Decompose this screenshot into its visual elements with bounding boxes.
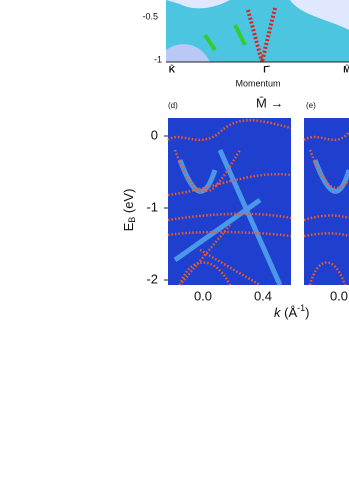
calc-band [308, 149, 349, 189]
calc-band [167, 212, 292, 222]
calc-band [167, 230, 292, 238]
calc-band [167, 172, 292, 197]
y-title-sub: B [127, 217, 137, 223]
calc-band [179, 224, 261, 287]
blob [166, 44, 210, 62]
intensity [312, 159, 349, 194]
x-title-main: k [274, 305, 282, 320]
spectrum [168, 118, 291, 285]
y-tick-label: -1 [154, 54, 162, 64]
x-tick-label: 0.0 [194, 288, 212, 303]
x-label: Γ̄ [263, 64, 270, 74]
x-label: M̄ [343, 64, 349, 74]
y-tick-label: -1 [146, 199, 158, 214]
x-title: Momentum [235, 78, 280, 88]
spectrum [304, 118, 349, 285]
y-title: EB (eV) [121, 189, 137, 232]
intensity [173, 148, 283, 287]
x-title-sup: -1 [297, 303, 305, 313]
calc-band [303, 131, 349, 142]
x-tick-label: 0.4 [254, 288, 272, 303]
direction-label: M̄ → [256, 95, 283, 110]
panel-label: (d) [168, 101, 178, 110]
panel-label: (e) [306, 101, 316, 110]
blob [166, 0, 230, 9]
calc-band [308, 261, 347, 286]
bands [203, 24, 247, 52]
y-tick-label: -2 [146, 271, 158, 286]
calc-band [173, 149, 242, 193]
calc-band [303, 214, 349, 238]
panel-e: (e) [303, 101, 349, 286]
top-panel: -0.5 -1 K̄ Γ̄ M̄ Momentum [142, 0, 349, 88]
x-title: k (Å-1) [274, 303, 309, 320]
y-title-unit: (eV) [121, 189, 136, 217]
x-title-unit: (Å [281, 305, 298, 320]
y-title-main: E [121, 222, 136, 231]
y-tick-label: 0 [151, 127, 158, 142]
bands [246, 7, 277, 63]
panel-d: (d) M̄ → [167, 95, 292, 287]
x-label: K̄ [169, 64, 176, 74]
y-tick-label: -0.5 [142, 11, 158, 21]
x-tick-label: 0.0 [330, 288, 348, 303]
x-title-close: ) [305, 305, 309, 320]
blob [290, 0, 349, 30]
